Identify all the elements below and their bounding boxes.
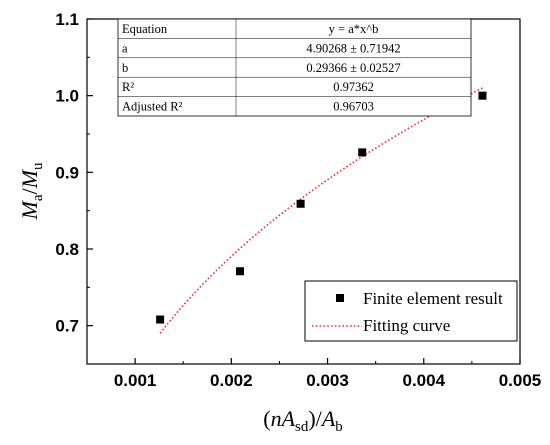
- y-axis-title: Ma/Mu: [17, 162, 46, 220]
- x-axis-ticks: 0.001 0.002 0.003 0.004 0.005: [114, 358, 541, 390]
- legend-label-line: Fitting curve: [363, 316, 450, 335]
- y-tick-label: 1.0: [55, 87, 79, 106]
- fit-table-key: Adjusted R²: [122, 100, 183, 114]
- data-point: [156, 315, 165, 324]
- legend-label-scatter: Finite element result: [363, 289, 503, 308]
- data-point: [235, 267, 244, 276]
- fit-table-key: a: [122, 41, 128, 55]
- fit-table-key: b: [122, 61, 128, 75]
- legend: Finite element result Fitting curve: [304, 280, 518, 342]
- fit-table-value: y = a*x^b: [329, 22, 379, 36]
- fit-table-key: Equation: [122, 22, 168, 36]
- data-point: [358, 148, 367, 157]
- x-tick-label: 0.003: [306, 371, 349, 390]
- y-axis-ticks: 0.7 0.8 0.9 1.0 1.1: [55, 10, 93, 336]
- y-tick-label: 0.7: [55, 317, 79, 336]
- x-tick-label: 0.005: [499, 371, 542, 390]
- x-tick-label: 0.002: [210, 371, 253, 390]
- fitting-curve: [159, 87, 483, 334]
- y-tick-label: 1.1: [55, 10, 79, 29]
- y-tick-label: 0.8: [55, 240, 79, 259]
- fit-table-value: 4.90268 ± 0.71942: [306, 41, 400, 55]
- x-axis-title: (nAsd)/Ab: [263, 406, 343, 435]
- legend-box: [304, 280, 518, 342]
- fit-table-value: 0.96703: [333, 100, 374, 114]
- x-tick-label: 0.001: [114, 371, 157, 390]
- fit-table-value: 0.97362: [333, 80, 374, 94]
- fit-table-key: R²: [122, 80, 134, 94]
- data-point: [478, 91, 487, 100]
- legend-marker-scatter: [336, 294, 344, 302]
- fit-table-border: [117, 18, 472, 117]
- y-tick-label: 0.9: [55, 163, 79, 182]
- fit-table-value: 0.29366 ± 0.02527: [306, 61, 400, 75]
- fit-parameter-table: Equation y = a*x^b a 4.90268 ± 0.71942 b 0.29…: [117, 18, 472, 117]
- x-tick-label: 0.004: [403, 371, 446, 390]
- data-point: [296, 199, 305, 208]
